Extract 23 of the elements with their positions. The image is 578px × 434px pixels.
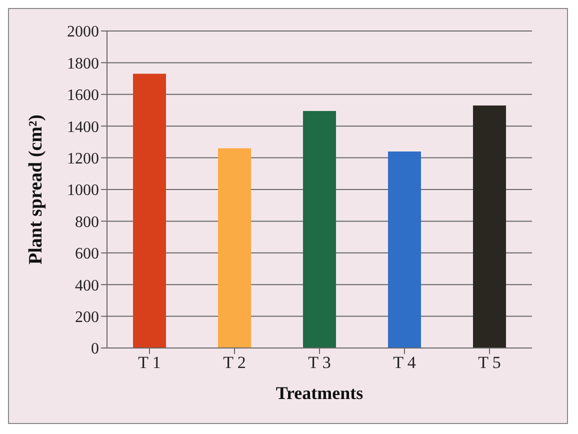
y-tick-label: 2000: [67, 24, 99, 41]
x-tick-label: T 4: [393, 353, 416, 372]
x-tick-label: T 5: [478, 353, 501, 372]
y-tick-label: 1600: [67, 87, 99, 104]
bar: [303, 111, 336, 348]
y-axis-title: Plant spread (cm²): [26, 114, 47, 264]
y-tick-label: 1400: [67, 118, 99, 136]
bar: [133, 74, 166, 348]
y-tick-label: 1000: [67, 182, 99, 200]
bar: [473, 105, 506, 348]
y-tick-label: 400: [75, 277, 99, 294]
x-tick-label: T 1: [138, 353, 161, 372]
y-tick-label: 600: [75, 246, 99, 263]
x-tick-label: T 2: [223, 353, 246, 372]
y-tick-label: 0: [91, 340, 99, 358]
x-axis-title: Treatments: [276, 383, 364, 403]
bar: [388, 151, 421, 348]
y-tick-label: 800: [75, 214, 99, 231]
y-tick-label: 1800: [67, 55, 99, 72]
y-tick-label: 1200: [67, 150, 99, 168]
bar: [218, 148, 251, 348]
x-tick-label: T 3: [308, 353, 331, 372]
y-tick-label: 200: [75, 308, 99, 326]
